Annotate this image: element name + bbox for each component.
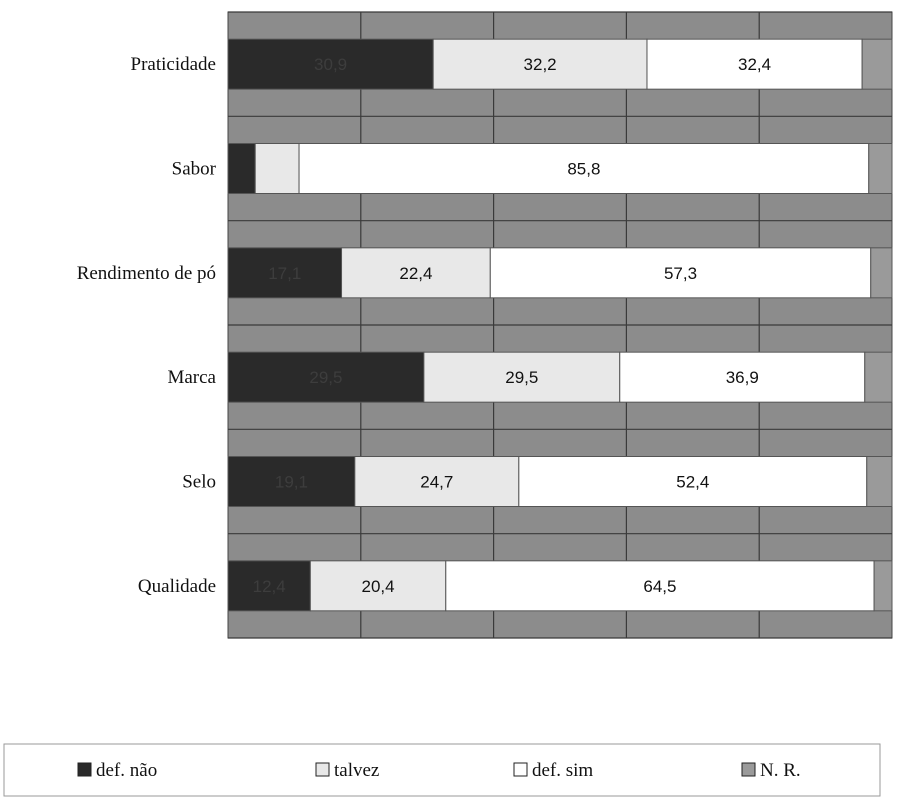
legend-swatch [315,762,330,777]
legend-swatch [741,762,756,777]
category-label: Praticidade [131,54,216,75]
legend-label: def. não [96,760,157,781]
category-axis-labels: Praticidade Sabor Rendimento de pó Marca Sel… [77,54,217,597]
bar-value-label: 22,4 [399,264,432,283]
legend-swatch [77,762,92,777]
bar-segment [861,38,893,90]
bar-value-label: 29,5 [505,368,538,387]
bar-segment [864,351,893,403]
category-label: Selo [182,472,216,493]
bar-segment [341,247,491,299]
bar-value-label: 19,1 [275,473,308,492]
bar-value-label: 32,2 [524,55,557,74]
legend-label: talvez [334,760,379,781]
bar-value-label: 24,7 [420,473,453,492]
category-label: Qualidade [138,576,216,597]
bar-value-label: 17,1 [268,264,301,283]
bar-segment [354,456,520,507]
plot-area: 30,9 32,2 32,4 85,8 17,1 22,4 57,3 29,5 29,5 36,9… [227,11,893,639]
bar-segment [227,247,343,299]
bar-segment [868,143,893,194]
category-label: Sabor [172,159,217,180]
category-label: Marca [167,367,216,388]
bar-segment [423,351,621,403]
bar-segment [227,143,256,194]
legend: def. não talvez def. sim N. R. [3,743,881,797]
bar-value-label: 20,4 [362,577,395,596]
bar-value-label: 30,9 [314,55,347,74]
bar-value-label: 64,5 [643,577,676,596]
bar-value-label: 12,4 [253,577,286,596]
bar-segment [254,143,300,194]
bars [227,38,893,612]
bar-value-label: 57,3 [664,264,697,283]
bar-segment [227,38,434,90]
bar-segment [309,560,447,612]
bar-segment [873,560,893,612]
category-label: Rendimento de pó [77,263,216,284]
bar-segment [298,143,870,194]
bar-value-label: 52,4 [676,473,709,492]
bar-value-label: 36,9 [726,368,759,387]
legend-box [3,743,881,797]
bar-value-label: 29,5 [309,368,342,387]
bar-value-label: 85,8 [567,160,600,179]
bar-value-label: 32,4 [738,55,771,74]
legend-label: N. R. [760,760,801,781]
bar-segment [866,456,893,507]
legend-swatch [513,762,528,777]
bar-segment [619,351,866,403]
bar-segment [489,247,872,299]
bar-segment [227,351,425,403]
bar-segment [870,247,893,299]
bar-segment [432,38,648,90]
legend-label: def. sim [532,760,593,781]
bar-segment [227,456,356,507]
bar-value-labels: 30,9 32,2 32,4 85,8 17,1 22,4 57,3 29,5 29,5 36,9… [253,55,771,596]
bar-segment [445,560,875,612]
